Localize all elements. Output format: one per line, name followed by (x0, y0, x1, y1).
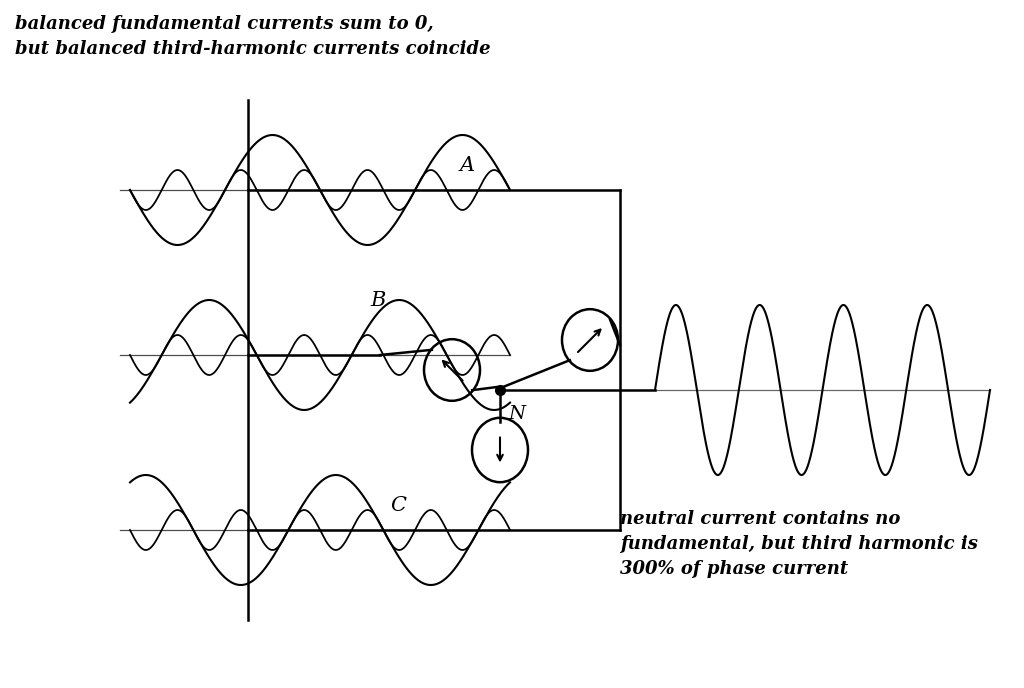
Text: A: A (460, 156, 475, 175)
Text: balanced fundamental currents sum to 0,
but balanced third-harmonic currents coi: balanced fundamental currents sum to 0, … (15, 15, 490, 58)
Text: neutral current contains no
fundamental, but third harmonic is
300% of phase cur: neutral current contains no fundamental,… (620, 510, 978, 578)
Text: N: N (508, 405, 525, 423)
Text: C: C (390, 496, 406, 515)
Text: B: B (370, 291, 385, 310)
